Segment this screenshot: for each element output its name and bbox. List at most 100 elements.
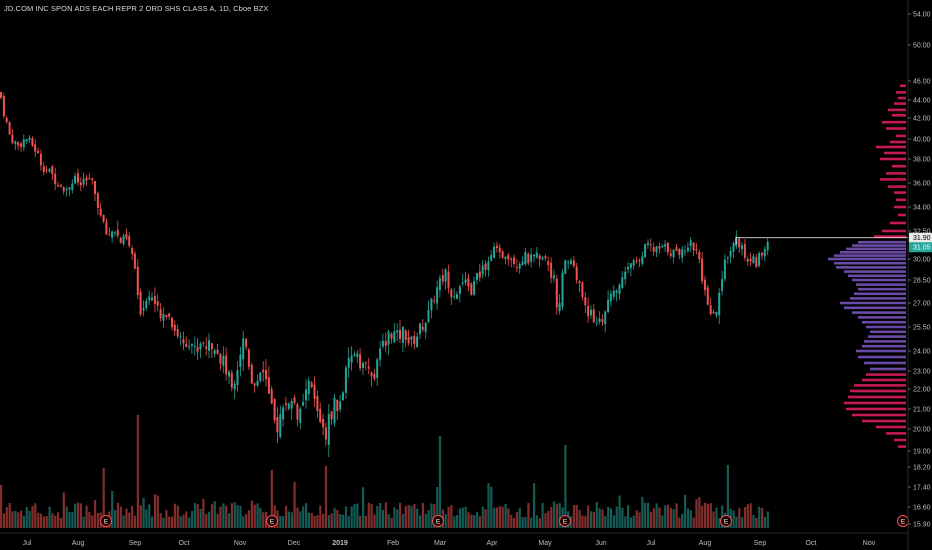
volume-bar [139,505,142,528]
volume-bar [456,515,459,528]
x-tick-label: Oct [179,540,190,547]
candle-body [570,260,572,264]
volume-bar [37,512,40,528]
candle-body [327,414,330,445]
volume-bar [601,509,604,528]
x-tick-label: Jul [647,540,656,547]
candle-body [584,297,587,306]
candle-body [518,264,521,269]
x-tick-label: Feb [387,540,399,547]
volume-bar [419,515,422,528]
volume-profile-bar [870,367,906,371]
candle-body [242,338,245,360]
earnings-marker-label: E [270,519,275,526]
volume-bar [476,512,479,528]
volume-bar [156,495,159,528]
price-marker [735,237,908,246]
volume-bar [131,506,134,528]
volume-profile-bar [862,344,906,348]
volume-bar [587,505,590,528]
volume-profile-bar [894,102,906,105]
candle-body [612,290,615,297]
candle-body [111,231,114,238]
candle-body [598,318,601,322]
volume-bar [45,516,48,528]
volume-bar [544,513,547,528]
volume-profile-bar [898,213,906,217]
volume-bar [581,515,584,528]
y-tick-label: 20.00 [913,427,931,434]
candle-body [607,299,610,312]
volume-bar [746,504,749,528]
candle-body [504,256,507,260]
earnings-marker[interactable] [559,515,571,527]
candle-body [133,253,136,269]
candle-body [79,182,82,186]
candle-body [629,263,632,268]
volume-bar [216,513,219,528]
y-tick-label: 15.90 [913,522,931,529]
candle-body [173,324,176,331]
volume-bar [202,498,205,528]
price-axis[interactable]: 54.00 50.00 46.00 44.00 42.00 40.00 38.00 36.00… [907,0,932,550]
earnings-marker[interactable] [720,515,732,527]
volume-bar [504,504,507,528]
candle-body [250,364,253,384]
volume-bar [282,516,285,528]
volume-bar [641,497,644,528]
volume-profile-bar [856,283,906,286]
volume-bar [287,511,290,528]
earnings-marker[interactable] [266,515,278,527]
candle-body [48,168,51,172]
volume-bar [510,514,513,528]
volume-bar [356,503,359,528]
candle-body [752,256,755,264]
volume-bar [230,503,233,528]
volume-profile-bar [864,361,906,365]
volume-bar [330,513,333,528]
candle-body [273,399,276,421]
candle-body [193,345,196,347]
candle-body [686,247,689,251]
candle-body [265,370,267,380]
candle-body [618,284,621,295]
volume-bar [749,503,752,528]
candle-body [159,309,162,318]
candle-body [0,92,2,98]
volume-profile-bar [858,287,906,291]
volume-bar [245,514,248,528]
time-axis[interactable]: Jul Aug Sep Oct Nov Dec 2019 Feb Mar Apr May Jun Jul… [0,532,908,547]
volume-profile-bar [884,151,906,155]
candle-body [39,153,42,166]
volume-bar [222,503,225,528]
candle-body [521,261,524,266]
volume-bar [122,515,125,528]
volume-bar [270,470,273,528]
volume-bar [370,504,373,528]
volume-profile-bar [890,221,906,225]
volume-bar [464,506,467,528]
earnings-marker[interactable] [432,515,444,527]
volume-bar [572,505,576,528]
candle-body [336,399,339,412]
candle-body [287,403,290,409]
y-tick-label: 16.60 [913,505,931,512]
candle-body [484,263,487,270]
earnings-marker[interactable] [100,515,112,527]
volume-bar [307,512,310,528]
candle-body [376,359,379,378]
volume-profile-bar [880,178,906,181]
volume-bar [715,507,718,528]
candle-body [22,139,25,148]
volume-bar [735,516,738,528]
candle-body [247,349,250,367]
volume-bar [133,515,137,528]
candle-body [555,278,558,308]
volume-bar [684,494,687,528]
y-tick-label: 36.00 [913,181,931,188]
volume-bar [31,506,34,528]
volume-profile-bar [844,270,906,273]
candle-body [721,279,724,291]
candle-body [729,251,732,257]
